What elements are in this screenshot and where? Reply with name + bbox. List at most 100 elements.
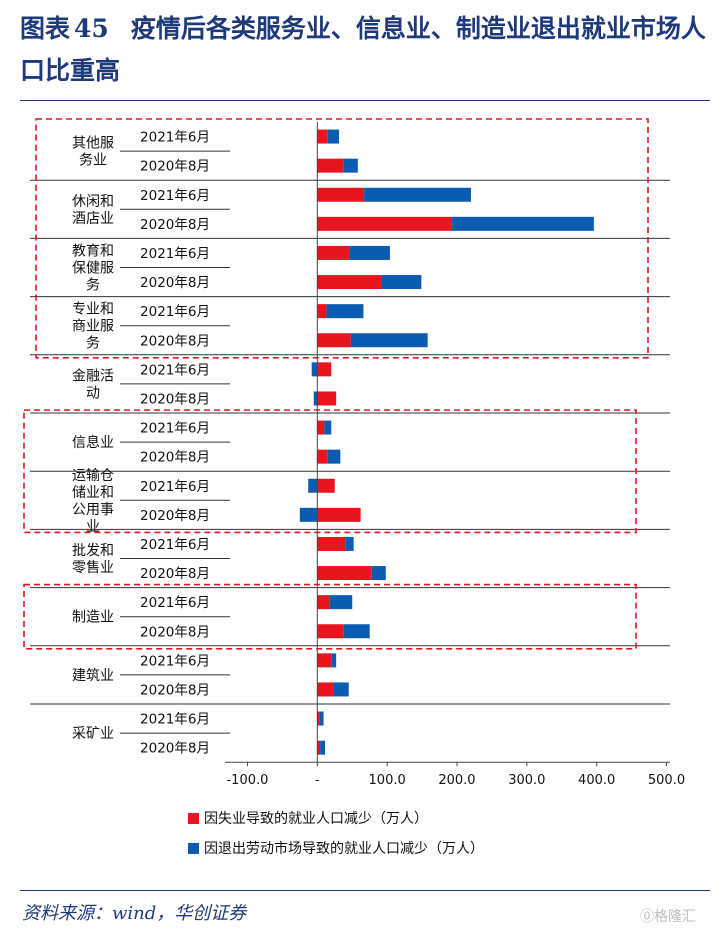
bar-labor-exit [329,595,353,610]
group-label: 其他服 [72,136,114,152]
category-label: 2020年8月 [140,391,210,407]
bar-unemployment [317,449,328,464]
bar-unemployment [317,507,361,522]
bar-unemployment [317,129,328,144]
x-tick-label: 300.0 [508,773,545,788]
category-label: 2020年8月 [140,508,210,524]
category-label: 2021年6月 [140,304,210,320]
bar-unemployment [317,653,332,668]
bar-labor-exit [331,653,337,668]
category-label: 2021年6月 [140,537,210,553]
bar-unemployment [317,740,321,755]
group-label: 制造业 [72,610,114,626]
category-label: 2021年6月 [140,653,210,669]
x-tick-label: 200.0 [438,773,475,788]
group-label: 专业和 [72,302,114,318]
group-label: 批发和 [72,543,114,559]
x-tick-label: 500.0 [648,773,685,788]
bar-unemployment [317,420,325,435]
x-tick-label: - [315,773,320,788]
group-label: 采矿业 [72,726,114,742]
title-text: 疫情后各类服务业、信息业、制造业退出就业市场人口比重高 [20,14,706,85]
bar-chart: 其他服务业2021年6月2020年8月休闲和酒店业2021年6月2020年8月教… [23,118,685,857]
x-tick-label: 100.0 [369,773,406,788]
legend-swatch [188,843,199,854]
bar-unemployment [317,682,334,697]
bar-unemployment [317,362,332,377]
group-label: 教育和 [72,244,114,260]
bar-unemployment [317,478,335,493]
bar-labor-exit [343,624,370,639]
highlight-box [23,409,637,534]
bar-unemployment [317,187,365,202]
bar-labor-exit [313,391,318,406]
watermark-logo: ⓪格隆汇 [640,909,696,925]
group-label: 商业服 [72,319,114,335]
bar-unemployment [317,333,351,348]
x-tick-label: -100.0 [226,773,268,788]
bar-labor-exit [320,740,325,755]
category-label: 2020年8月 [140,682,210,698]
x-tick-label: 400.0 [578,773,615,788]
bar-labor-exit [364,187,471,202]
category-label: 2021年6月 [140,479,210,495]
group-label: 运输仓 [72,468,114,484]
category-label: 2020年8月 [140,450,210,466]
bar-labor-exit [319,711,324,726]
group-label: 休闲和 [72,194,114,210]
bar-unemployment [317,624,344,639]
bar-labor-exit [381,275,422,290]
category-label: 2020年8月 [140,624,210,640]
bar-unemployment [317,216,453,231]
category-label: 2021年6月 [140,246,210,262]
group-label: 信息业 [72,434,114,451]
group-label: 零售业 [72,560,114,576]
bar-unemployment [317,158,344,173]
source-note: 资料来源：wind，华创证券 [22,903,247,924]
category-label: 2021年6月 [140,188,210,204]
bar-labor-exit [311,362,318,377]
bar-labor-exit [324,420,332,435]
category-label: 2021年6月 [140,421,210,437]
bar-labor-exit [371,566,386,581]
bar-labor-exit [299,507,318,522]
group-label: 建筑业 [72,668,114,684]
group-label: 业 [86,519,100,535]
source-rule [20,890,710,891]
group-label: 金融活 [72,368,114,384]
bar-unemployment [317,245,350,260]
bar-unemployment [317,391,337,406]
bar-labor-exit [343,158,358,173]
group-label: 储业和 [72,485,114,501]
figure-label: 图表 [20,14,71,43]
highlight-box [23,583,637,650]
category-label: 2021年6月 [140,362,210,378]
legend-label: 因退出劳动市场导致的就业人口减少（万人） [204,840,484,857]
bar-labor-exit [452,216,594,231]
bar-unemployment [317,304,327,319]
bar-labor-exit [326,304,364,319]
bar-unemployment [317,566,372,581]
category-label: 2020年8月 [140,333,210,349]
legend-label: 因失业导致的就业人口减少（万人） [204,811,428,827]
category-label: 2020年8月 [140,566,210,582]
bar-labor-exit [327,129,339,144]
category-label: 2021年6月 [140,595,210,611]
group-label: 保健服 [72,261,114,277]
group-label: 酒店业 [72,211,114,227]
bar-labor-exit [345,536,354,551]
bar-unemployment [317,275,382,290]
group-label: 动 [86,385,100,401]
bar-unemployment [317,536,346,551]
group-label: 务 [86,278,100,294]
group-label: 务业 [79,153,107,169]
bar-unemployment [317,711,320,726]
category-label: 2020年8月 [140,275,210,291]
legend-swatch [188,813,199,824]
bar-labor-exit [308,478,318,493]
group-label: 公用事 [72,502,114,518]
category-label: 2020年8月 [140,741,210,757]
bar-labor-exit [327,449,341,464]
category-label: 2021年6月 [140,712,210,728]
category-label: 2021年6月 [140,130,210,146]
